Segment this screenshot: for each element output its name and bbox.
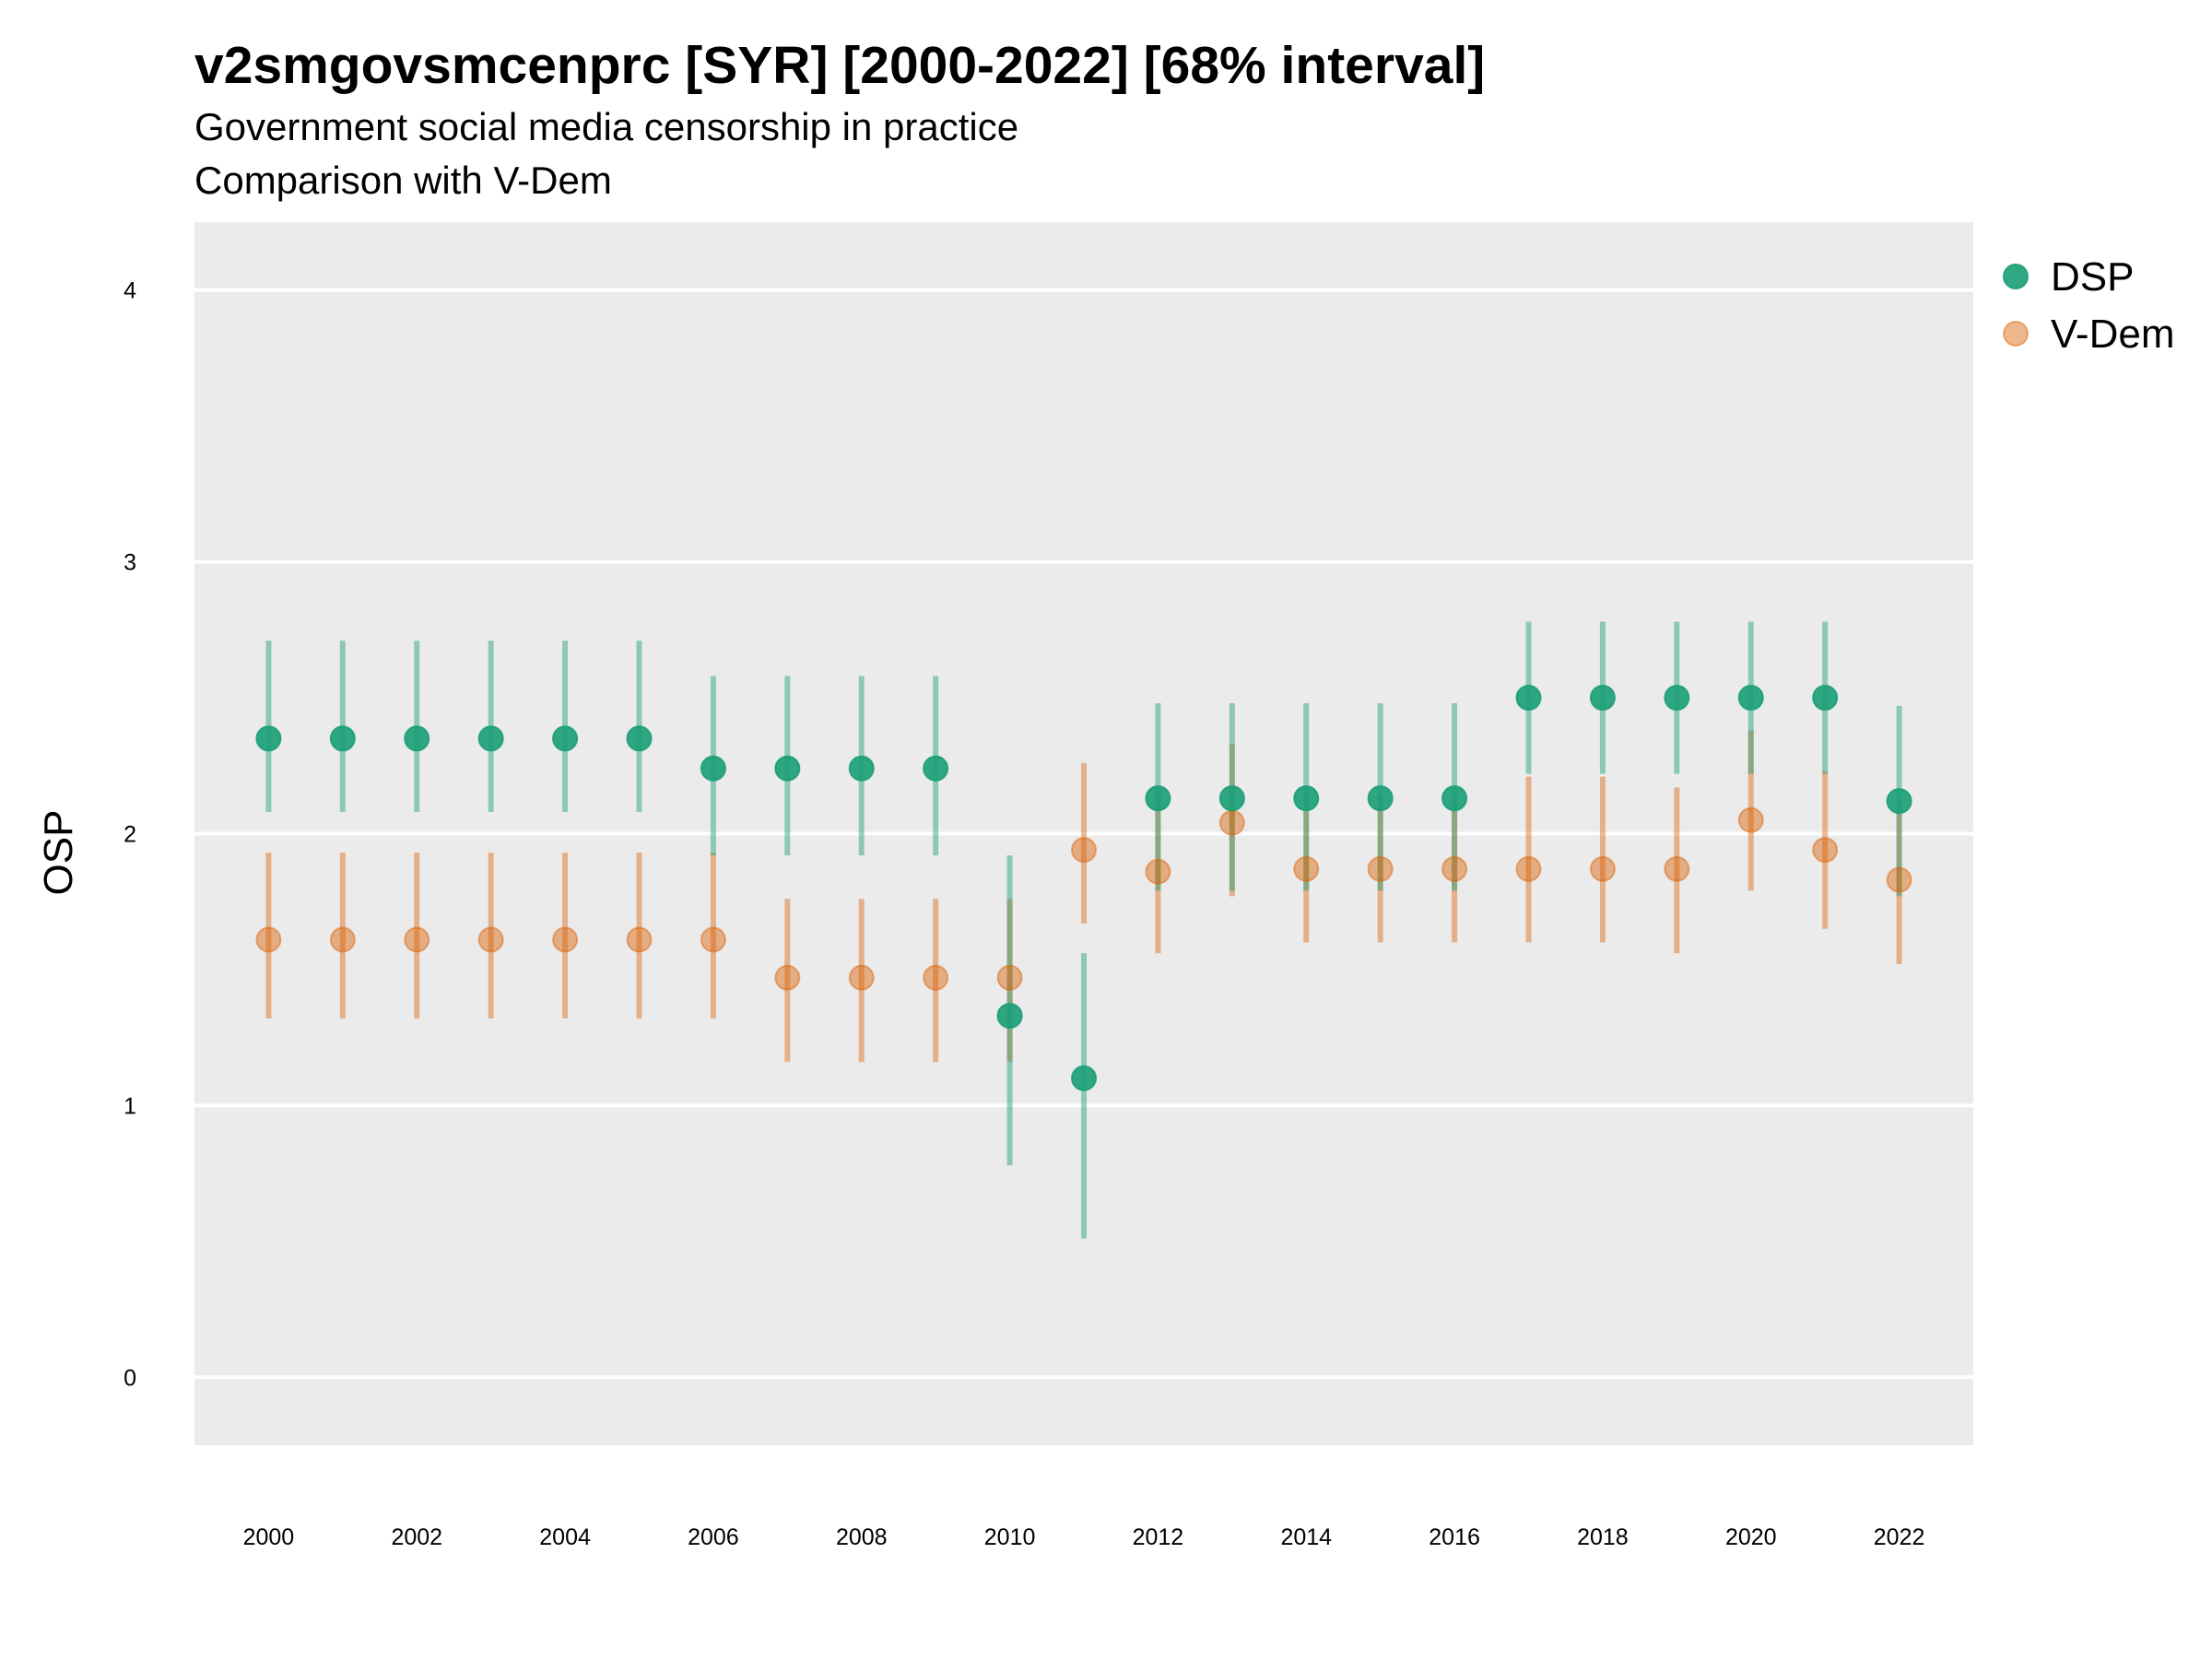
v-dem-point-2000 xyxy=(255,926,282,953)
grid-lines xyxy=(194,288,1973,1380)
y-tick-label-2: 2 xyxy=(124,822,136,848)
v-dem-point-2013 xyxy=(1218,809,1245,836)
x-tick-label-2012: 2012 xyxy=(1133,1524,1184,1550)
dsp-point-2021 xyxy=(1812,685,1839,712)
legend-key-v-dem xyxy=(2003,321,2029,347)
dsp-point-2007 xyxy=(774,755,801,782)
y-axis-label: OSP xyxy=(36,810,81,896)
v-dem-point-2015 xyxy=(1367,855,1394,882)
v-dem-point-2022 xyxy=(1886,866,1912,893)
v-dem-point-2019 xyxy=(1664,855,1690,882)
dsp-point-2013 xyxy=(1218,785,1245,812)
dsp-point-2014 xyxy=(1293,785,1320,812)
y-tick-labels: 0 1 2 3 4 xyxy=(124,278,136,1392)
legend-label-dsp: DSP xyxy=(2051,254,2134,300)
dsp-point-2002 xyxy=(404,725,430,752)
dsp-point-2001 xyxy=(329,725,356,752)
v-dem-point-2002 xyxy=(404,926,430,953)
v-dem-point-2011 xyxy=(1071,837,1097,864)
dsp-point-2004 xyxy=(552,725,579,752)
x-tick-label-2016: 2016 xyxy=(1429,1524,1480,1550)
v-dem-point-2017 xyxy=(1515,855,1542,882)
v-dem-point-2006 xyxy=(700,926,726,953)
v-dem-point-2016 xyxy=(1441,855,1468,882)
dsp-point-2015 xyxy=(1367,785,1394,812)
legend-label-v-dem: V-Dem xyxy=(2051,312,2174,357)
y-tick-label-0: 0 xyxy=(124,1365,136,1391)
y-tick-label-3: 3 xyxy=(124,550,136,576)
v-dem-point-2001 xyxy=(329,926,356,953)
dsp-point-2003 xyxy=(477,725,504,752)
x-tick-label-2014: 2014 xyxy=(1280,1524,1332,1550)
dsp-point-2000 xyxy=(255,725,282,752)
y-tick-label-4: 4 xyxy=(124,278,136,304)
v-dem-point-2005 xyxy=(626,926,653,953)
dsp-point-2006 xyxy=(700,755,726,782)
chart-caption: Comparison with V-Dem xyxy=(194,159,612,202)
x-tick-label-2010: 2010 xyxy=(984,1524,1036,1550)
v-dem-point-2008 xyxy=(848,964,875,991)
dsp-point-2011 xyxy=(1071,1065,1097,1091)
v-dem-point-2012 xyxy=(1145,858,1171,885)
dsp-point-2016 xyxy=(1441,785,1468,812)
dsp-point-2010 xyxy=(996,1003,1023,1030)
v-dem-point-2009 xyxy=(923,964,949,991)
x-tick-label-2008: 2008 xyxy=(836,1524,888,1550)
x-tick-label-2006: 2006 xyxy=(688,1524,739,1550)
v-dem-point-2014 xyxy=(1293,855,1320,882)
v-dem-point-2020 xyxy=(1737,806,1764,833)
legend: DSP V-Dem xyxy=(2003,254,2174,357)
dsp-point-2009 xyxy=(923,755,949,782)
dsp-point-2019 xyxy=(1664,685,1690,712)
v-dem-point-2021 xyxy=(1812,837,1839,864)
dsp-point-2012 xyxy=(1145,785,1171,812)
chart-subtitle: Government social media censorship in pr… xyxy=(194,105,1019,148)
v-dem-point-2003 xyxy=(477,926,504,953)
x-tick-labels: 2000 2002 2004 2006 2008 2010 2012 2014 2016 2018… xyxy=(243,1524,1925,1550)
dsp-point-2020 xyxy=(1737,685,1764,712)
chart-title: v2smgovsmcenprc [SYR] [2000-2022] [68% i… xyxy=(194,36,1486,95)
v-dem-point-2018 xyxy=(1589,855,1616,882)
dsp-point-2005 xyxy=(626,725,653,752)
x-tick-label-2022: 2022 xyxy=(1874,1524,1925,1550)
x-tick-label-2000: 2000 xyxy=(243,1524,295,1550)
dsp-point-2017 xyxy=(1515,685,1542,712)
legend-key-dsp xyxy=(2003,264,2029,289)
dsp-point-2022 xyxy=(1886,788,1912,815)
v-dem-point-2010 xyxy=(996,964,1023,991)
x-tick-label-2020: 2020 xyxy=(1725,1524,1777,1550)
v-dem-point-2007 xyxy=(774,964,801,991)
data-points xyxy=(255,685,1912,1091)
x-tick-label-2004: 2004 xyxy=(539,1524,591,1550)
x-tick-label-2002: 2002 xyxy=(391,1524,442,1550)
y-tick-label-1: 1 xyxy=(124,1093,136,1119)
dsp-point-2018 xyxy=(1589,685,1616,712)
v-dem-point-2004 xyxy=(552,926,579,953)
x-tick-label-2018: 2018 xyxy=(1577,1524,1629,1550)
dsp-point-2008 xyxy=(848,755,875,782)
